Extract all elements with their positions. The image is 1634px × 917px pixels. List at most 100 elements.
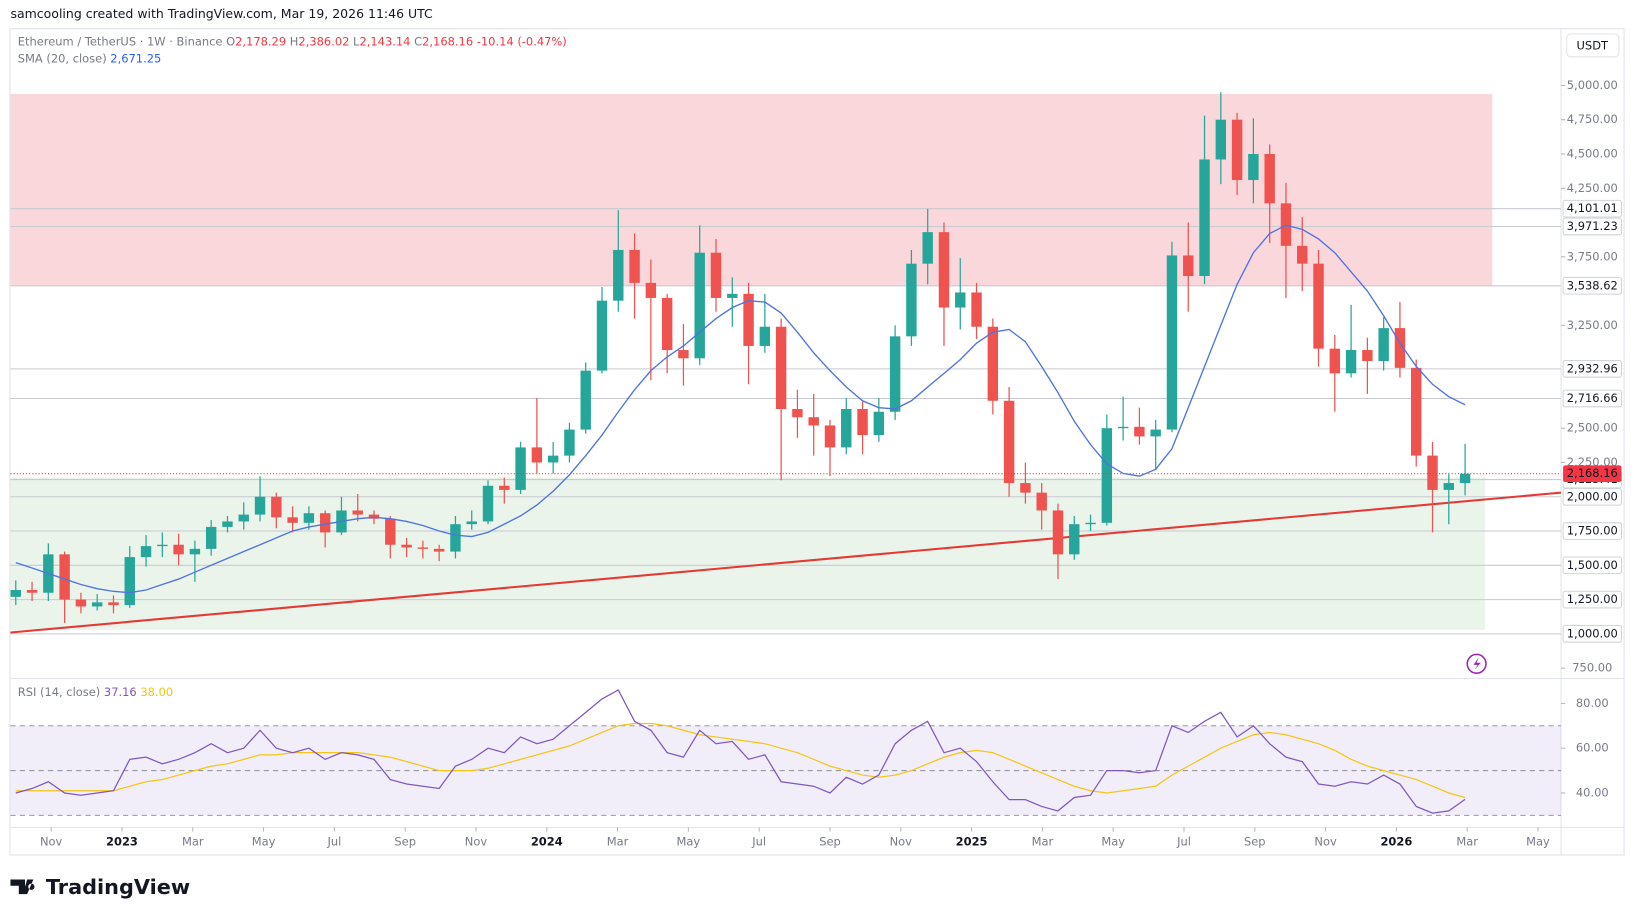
levels-layer xyxy=(10,208,1562,635)
candle-body xyxy=(1329,348,1341,374)
candle-body xyxy=(1117,426,1129,429)
candle-body xyxy=(1362,350,1373,362)
logo-text: TradingView xyxy=(46,875,190,899)
level-label: 3,538.62 xyxy=(1567,278,1618,292)
c-label: C xyxy=(414,34,422,48)
level-label: 2,716.66 xyxy=(1567,391,1618,405)
rsi-tick-label: 40.00 xyxy=(1576,785,1609,799)
candle-body xyxy=(857,409,868,436)
x-tick-label: 2025 xyxy=(956,834,988,848)
candle-body xyxy=(1150,429,1161,437)
candle-body xyxy=(385,518,396,545)
sma-label: SMA (20, close) xyxy=(18,51,107,65)
x-tick-label: 2023 xyxy=(106,834,138,848)
level-box xyxy=(1562,556,1622,575)
currency-button[interactable] xyxy=(1566,33,1620,58)
icon-ring[interactable] xyxy=(1466,653,1487,674)
candle-body xyxy=(987,326,999,401)
close: 2,168.16 xyxy=(422,34,473,48)
axis-layer: 5,000.00 4,750.00 4,500.00 4,250.00 3,750.00… xyxy=(40,78,1622,848)
candle-body xyxy=(955,292,966,308)
l-label: L xyxy=(353,34,360,48)
candle-body xyxy=(75,599,87,607)
frame xyxy=(9,28,1625,856)
x-tick-label: May xyxy=(1101,834,1125,848)
rsi-label: RSI (14, close) xyxy=(18,684,101,698)
candle-body xyxy=(1166,255,1178,430)
x-tick-label: Jul xyxy=(1176,834,1191,848)
candle-body xyxy=(564,429,575,456)
rsi-ma-value: 38.00 xyxy=(140,684,173,698)
symbol: Ethereum / TetherUS · 1W · Binance xyxy=(18,34,223,48)
rsi-tick-label: 60.00 xyxy=(1576,741,1609,755)
candle-body xyxy=(824,425,836,448)
sma-legend: SMA (20, close) 2,671.25 xyxy=(18,51,162,65)
candle-body xyxy=(466,521,477,525)
candle-body xyxy=(26,589,38,593)
lines-layer xyxy=(10,224,1562,594)
y-tick-label: 4,750.00 xyxy=(1567,112,1618,126)
candle-body xyxy=(1003,400,1015,484)
low: 2,143.14 xyxy=(359,34,410,48)
x-tick-label: Nov xyxy=(890,834,913,848)
candle-body xyxy=(1378,328,1389,362)
candle-body xyxy=(1248,153,1259,181)
x-tick-label: Jul xyxy=(751,834,766,848)
candle-body xyxy=(727,293,738,298)
candle-body xyxy=(531,447,543,463)
candle-body xyxy=(1101,428,1113,523)
candle-body xyxy=(889,336,901,412)
level-box xyxy=(1562,590,1622,609)
sma-line xyxy=(15,224,1466,594)
x-tick-label: Nov xyxy=(1314,834,1337,848)
last-price-label: 2,168.16 xyxy=(1567,466,1618,480)
level-box xyxy=(1562,522,1622,540)
zone xyxy=(10,94,1493,286)
candle-body xyxy=(189,548,201,555)
legend: Ethereum / TetherUS · 1W · Binance O2,17… xyxy=(18,34,567,48)
x-tick-label: Mar xyxy=(182,834,204,848)
level-label: 4,101.01 xyxy=(1567,201,1618,215)
level-label: 1,000.00 xyxy=(1567,626,1618,640)
zone xyxy=(10,477,1485,630)
candle-body xyxy=(1264,153,1275,204)
rsi-line xyxy=(15,689,1466,814)
candle-body xyxy=(547,455,559,463)
rsi-tick-label: 80.00 xyxy=(1576,696,1609,710)
open: 2,178.29 xyxy=(235,34,286,48)
lightning-icon[interactable] xyxy=(1466,653,1487,674)
candle-body xyxy=(906,263,917,337)
candle-body xyxy=(629,249,640,283)
level-box xyxy=(1562,359,1622,378)
y-tick-label: 3,250.00 xyxy=(1567,318,1618,332)
candle-body xyxy=(1443,483,1455,490)
x-tick-label: Mar xyxy=(1032,834,1054,848)
level-box xyxy=(1562,487,1622,506)
y-tick-label: 4,500.00 xyxy=(1567,146,1618,160)
candle-body xyxy=(1411,367,1422,456)
level-label: 1,750.00 xyxy=(1567,524,1618,538)
level-label: 1,250.00 xyxy=(1567,592,1618,606)
x-tick-label: Sep xyxy=(819,834,841,848)
candle-body xyxy=(515,447,526,490)
candle-body xyxy=(1183,255,1194,277)
x-tick-label: May xyxy=(252,834,276,848)
candle-body xyxy=(59,554,70,600)
y-tick-label: 5,000.00 xyxy=(1567,78,1618,92)
candle-body xyxy=(645,282,657,298)
o-label: O xyxy=(226,34,235,48)
candle-body xyxy=(580,370,591,430)
currency[interactable]: USDT xyxy=(1577,38,1609,52)
candle-body xyxy=(401,544,412,548)
candle-body xyxy=(1313,263,1324,349)
level-box xyxy=(1562,217,1622,236)
candle-body xyxy=(271,496,282,518)
level-box xyxy=(1562,276,1622,295)
y-tick-label: 2,500.00 xyxy=(1567,421,1618,435)
rsi-layer xyxy=(10,689,1562,816)
icon-bolt[interactable] xyxy=(1473,657,1481,671)
high: 2,386.02 xyxy=(298,34,349,48)
candle-body xyxy=(808,417,819,426)
level-label: 3,971.23 xyxy=(1567,219,1618,233)
